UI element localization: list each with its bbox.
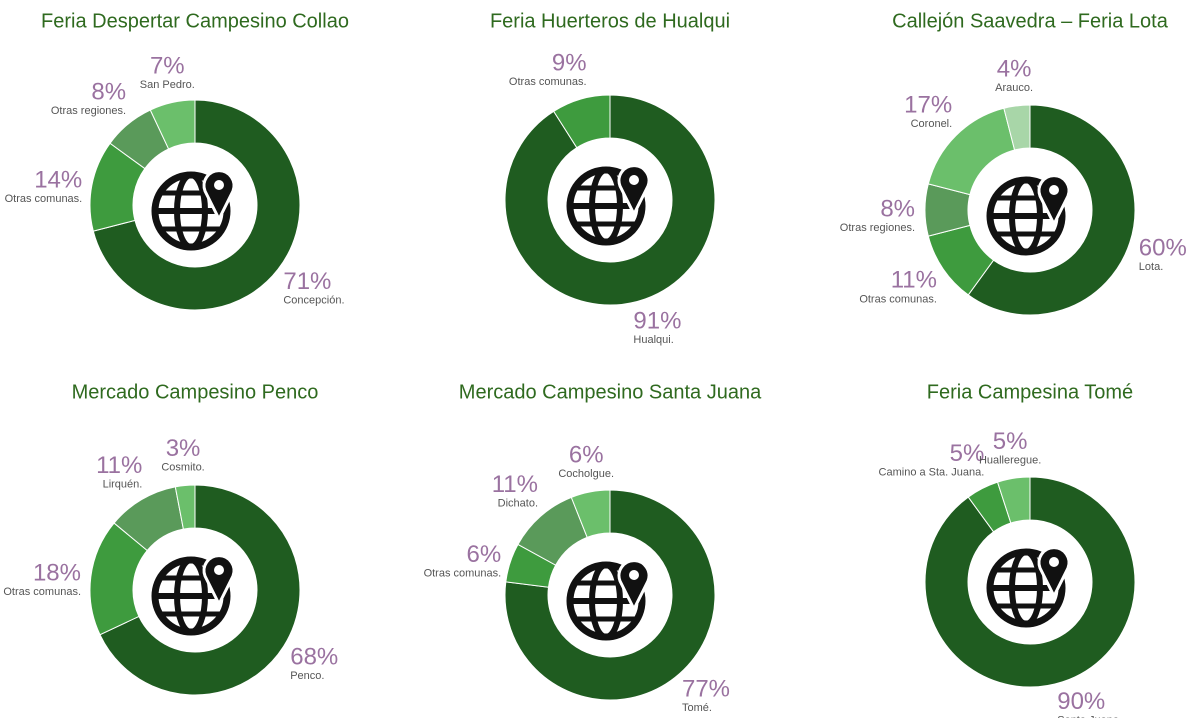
percent-label: 11%: [891, 267, 937, 294]
pin-icon: [202, 169, 236, 223]
category-label: Otras comunas.: [5, 193, 83, 205]
donut-segment: [99, 484, 301, 696]
percent-label: 4%: [997, 55, 1032, 82]
percent-label: 77%: [682, 676, 730, 703]
pin-icon: [202, 554, 236, 608]
donut-segment: [570, 489, 611, 539]
percent-label: 6%: [569, 442, 604, 469]
percent-label: 18%: [33, 559, 81, 586]
donut-chart: Feria Huerteros de Hualqui 91%Hualqui. 9%O…: [490, 10, 730, 346]
chart-title: Feria Huerteros de Hualqui: [490, 10, 730, 32]
percent-label: 5%: [950, 440, 985, 467]
percent-label: 11%: [492, 471, 538, 498]
pin-icon: [214, 565, 224, 575]
chart-title: Callejón Saavedra – Feria Lota: [892, 10, 1169, 32]
category-label: Tomé.: [682, 702, 712, 714]
category-label: Otras comunas.: [424, 568, 502, 580]
percent-label: 3%: [166, 435, 201, 462]
donut-segment: [504, 94, 716, 306]
category-label: Coronel.: [911, 118, 953, 130]
percent-label: 90%: [1057, 688, 1105, 715]
percent-label: 91%: [633, 307, 681, 334]
category-label: Cocholgue.: [558, 468, 614, 480]
donut-segment: [553, 94, 611, 149]
category-label: Santa Juana.: [1057, 715, 1122, 718]
category-label: Penco.: [290, 670, 324, 682]
category-label: Otras comunas.: [859, 293, 937, 305]
category-label: Otras regiones.: [51, 105, 126, 117]
chart-title: Feria Despertar Campesino Collao: [41, 10, 349, 32]
pin-icon: [1037, 174, 1071, 228]
pin-icon: [214, 180, 224, 190]
donut-chart: Feria Despertar Campesino Collao 71%Conce…: [5, 10, 349, 311]
donut-segment: [174, 484, 196, 530]
percent-label: 11%: [96, 452, 142, 479]
category-label: Otras comunas.: [3, 586, 81, 598]
pin-icon: [617, 164, 651, 218]
pin-icon: [1049, 185, 1059, 195]
donut-segment: [92, 99, 301, 311]
category-label: Camino a Sta. Juana.: [879, 467, 985, 479]
donut-segment: [996, 476, 1031, 524]
percent-label: 60%: [1139, 235, 1186, 262]
pin-icon: [1037, 546, 1071, 600]
category-label: San Pedro.: [140, 79, 195, 91]
percent-label: 68%: [290, 643, 338, 670]
percent-label: 71%: [283, 268, 331, 295]
percent-label: 9%: [552, 49, 587, 76]
percent-label: 6%: [467, 541, 502, 568]
category-label: Lota.: [1139, 261, 1163, 273]
category-label: Hualleregue.: [979, 454, 1041, 466]
percent-label: 7%: [150, 52, 185, 79]
percent-label: 17%: [904, 92, 952, 119]
percent-label: 14%: [34, 167, 82, 194]
chart-title: Mercado Campesino Santa Juana: [459, 381, 762, 403]
donut-chart: Callejón Saavedra – Feria Lota 60%Lota. 11…: [840, 10, 1186, 316]
percent-label: 5%: [993, 428, 1028, 455]
pin-icon: [629, 175, 639, 185]
donut-segment: [924, 476, 1136, 688]
category-label: Otras comunas.: [509, 76, 587, 88]
category-label: Arauco.: [995, 82, 1033, 94]
donut-segment: [1003, 104, 1031, 151]
percent-label: 8%: [880, 195, 915, 222]
donut-chart: Mercado Campesino Penco 68%Penco. 18%Otras…: [3, 381, 338, 696]
chart-title: Feria Campesina Tomé: [927, 381, 1133, 403]
category-label: Lirquén.: [103, 479, 143, 491]
donut-segment: [967, 104, 1136, 316]
pin-icon: [629, 570, 639, 580]
category-label: Concepción.: [283, 295, 344, 307]
category-label: Cosmito.: [161, 461, 204, 473]
category-label: Otras regiones.: [840, 222, 915, 234]
category-label: Hualqui.: [633, 334, 673, 346]
chart-title: Mercado Campesino Penco: [72, 381, 319, 403]
donut-chart: Mercado Campesino Santa Juana77%Tomé.6%O…: [424, 381, 763, 714]
donut-segment: [504, 489, 716, 701]
percent-label: 8%: [91, 78, 126, 105]
pin-icon: [617, 559, 651, 613]
pin-icon: [1049, 557, 1059, 567]
category-label: Dichato.: [498, 498, 538, 510]
donut-segment: [149, 99, 196, 150]
